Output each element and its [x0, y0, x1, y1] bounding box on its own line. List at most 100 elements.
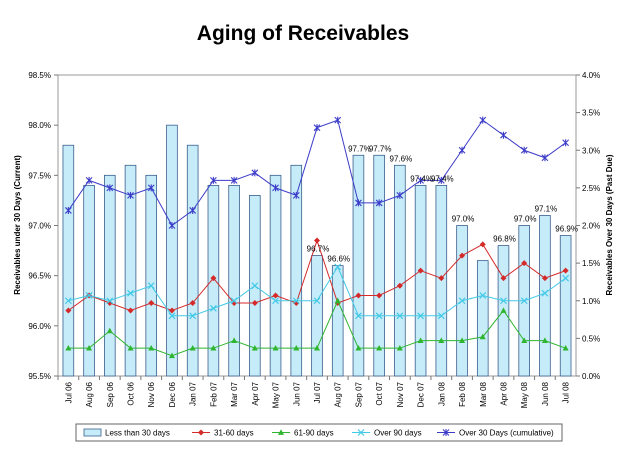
- point-61-90-days-20: [479, 333, 486, 340]
- bar-oct-07: [373, 154, 385, 377]
- right-tick-label: 1.0%: [582, 297, 600, 306]
- point-over-90-days-19: [458, 297, 466, 305]
- point-31-60-days-0: [65, 307, 72, 314]
- point-over-90-days-1: [85, 292, 93, 299]
- bar-aug-07: [331, 265, 344, 377]
- legend-label: Over 90 days: [374, 429, 422, 438]
- series-line-over-30-days-cumulative: [67, 119, 566, 227]
- point-over-90-days-10: [272, 297, 279, 305]
- point-over-30-days-cumulative-23: [541, 154, 549, 162]
- bar-sep-07: [352, 154, 365, 377]
- bar-jul-06: [62, 144, 75, 377]
- data-label: 96.6%: [327, 255, 350, 264]
- legend-label: 61-90 days: [294, 429, 334, 438]
- point-61-90-days-14: [355, 344, 362, 351]
- legend-label: Over 30 Days (cumulative): [459, 429, 554, 438]
- point-61-90-days-13: [334, 297, 341, 304]
- x-tick-label: Nov 07: [396, 381, 405, 407]
- point-over-30-days-cumulative-10: [272, 184, 279, 192]
- bar-jan-07: [186, 144, 199, 377]
- left-tick-label: 98.5%: [28, 71, 51, 80]
- legend-label: Less than 30 days: [105, 429, 170, 438]
- data-label: 96.9%: [555, 225, 578, 234]
- point-over-30-days-cumulative-19: [458, 146, 466, 154]
- left-tick-label: 96.5%: [28, 272, 51, 281]
- bar-sep-06: [104, 174, 116, 377]
- point-over-90-days-3: [127, 289, 134, 297]
- point-over-30-days-cumulative-7: [210, 176, 217, 184]
- bar-nov-07: [394, 164, 406, 377]
- legend-swatch-bar: [83, 428, 102, 437]
- x-tick-label: May 08: [520, 381, 529, 408]
- right-tick-label: 2.5%: [582, 184, 600, 193]
- point-61-90-days-4: [148, 344, 155, 351]
- point-over-30-days-cumulative-24: [562, 139, 570, 147]
- right-tick-label: 0.5%: [582, 334, 600, 343]
- point-over-30-days-cumulative-21: [500, 131, 507, 139]
- right-axis-title: Receivables Over 30 Days (Past Due): [605, 154, 614, 295]
- point-61-90-days-3: [127, 344, 134, 351]
- point-over-90-days-4: [147, 282, 155, 290]
- left-tick-label: 96.0%: [28, 322, 51, 331]
- point-over-30-days-cumulative-20: [479, 116, 487, 124]
- point-31-60-days-4: [148, 300, 155, 307]
- point-over-90-days-11: [292, 297, 300, 305]
- bar-jul-08: [559, 235, 572, 377]
- x-tick-label: Jun 08: [541, 381, 550, 406]
- bar-jun-08: [539, 215, 551, 377]
- point-over-30-days-cumulative-14: [355, 199, 362, 207]
- point-61-90-days-16: [396, 344, 403, 351]
- point-over-90-days-20: [479, 292, 487, 299]
- bar-oct-06: [124, 164, 137, 377]
- bar-mar-08: [476, 260, 489, 377]
- bar-may-07: [269, 174, 282, 377]
- right-tick-label: 0.0%: [582, 372, 600, 381]
- data-label: 97.7%: [348, 144, 371, 153]
- left-tick-label: 98.0%: [28, 121, 51, 130]
- point-31-60-days-22: [521, 260, 528, 267]
- point-61-90-days-17: [417, 337, 424, 344]
- x-tick-label: Jul 06: [64, 381, 73, 403]
- point-over-90-days-21: [500, 297, 507, 305]
- legend: Less than 30 days 31-60 days 61-90 days Ove…: [75, 423, 563, 442]
- data-label: 97.4%: [431, 174, 454, 183]
- point-61-90-days-7: [210, 344, 217, 351]
- point-31-60-days-24: [562, 267, 569, 274]
- x-tick-label: Oct 07: [375, 381, 384, 405]
- x-tick-label: Jan 08: [437, 381, 446, 406]
- right-tick-label: 1.5%: [582, 259, 600, 268]
- data-label: 97.4%: [410, 174, 433, 183]
- data-label: 97.6%: [390, 154, 413, 163]
- point-31-60-days-21: [500, 275, 507, 282]
- x-tick-label: Jul 07: [313, 381, 322, 403]
- point-31-60-days-20: [479, 241, 486, 248]
- point-61-90-days-24: [562, 344, 569, 351]
- point-over-30-days-cumulative-17: [417, 176, 424, 184]
- data-label: 96.7%: [307, 245, 330, 254]
- right-tick-label: 3.0%: [582, 146, 600, 155]
- point-31-60-days-5: [168, 307, 175, 314]
- right-tick-label: 4.0%: [582, 71, 600, 80]
- point-over-90-days-23: [541, 289, 549, 297]
- point-31-60-days-9: [251, 300, 258, 307]
- point-61-90-days-21: [500, 307, 507, 313]
- point-over-90-days-0: [64, 297, 72, 305]
- point-over-30-days-cumulative-5: [168, 222, 176, 229]
- x-tick-label: Nov 06: [147, 381, 156, 407]
- point-61-90-days-5: [168, 352, 175, 359]
- point-61-90-days-8: [231, 337, 238, 344]
- x-tick-label: Dec 06: [168, 381, 177, 407]
- point-over-90-days-9: [251, 282, 259, 290]
- data-labels-layer: 96.7%96.6%97.7%97.7%97.6%97.4%97.4%97.0%…: [307, 144, 578, 263]
- data-label: 96.8%: [493, 235, 516, 244]
- bar-nov-06: [145, 174, 158, 377]
- series-over-90-days: [64, 263, 570, 320]
- point-over-30-days-cumulative-15: [375, 199, 383, 207]
- point-61-90-days-1: [86, 344, 93, 351]
- bar-jun-07: [290, 164, 303, 377]
- bar-aug-06: [83, 184, 95, 377]
- point-31-60-days-3: [127, 307, 134, 314]
- bar-mar-07: [228, 184, 240, 377]
- x-tick-label: Apr 07: [251, 381, 260, 405]
- point-over-90-days-13: [334, 263, 342, 271]
